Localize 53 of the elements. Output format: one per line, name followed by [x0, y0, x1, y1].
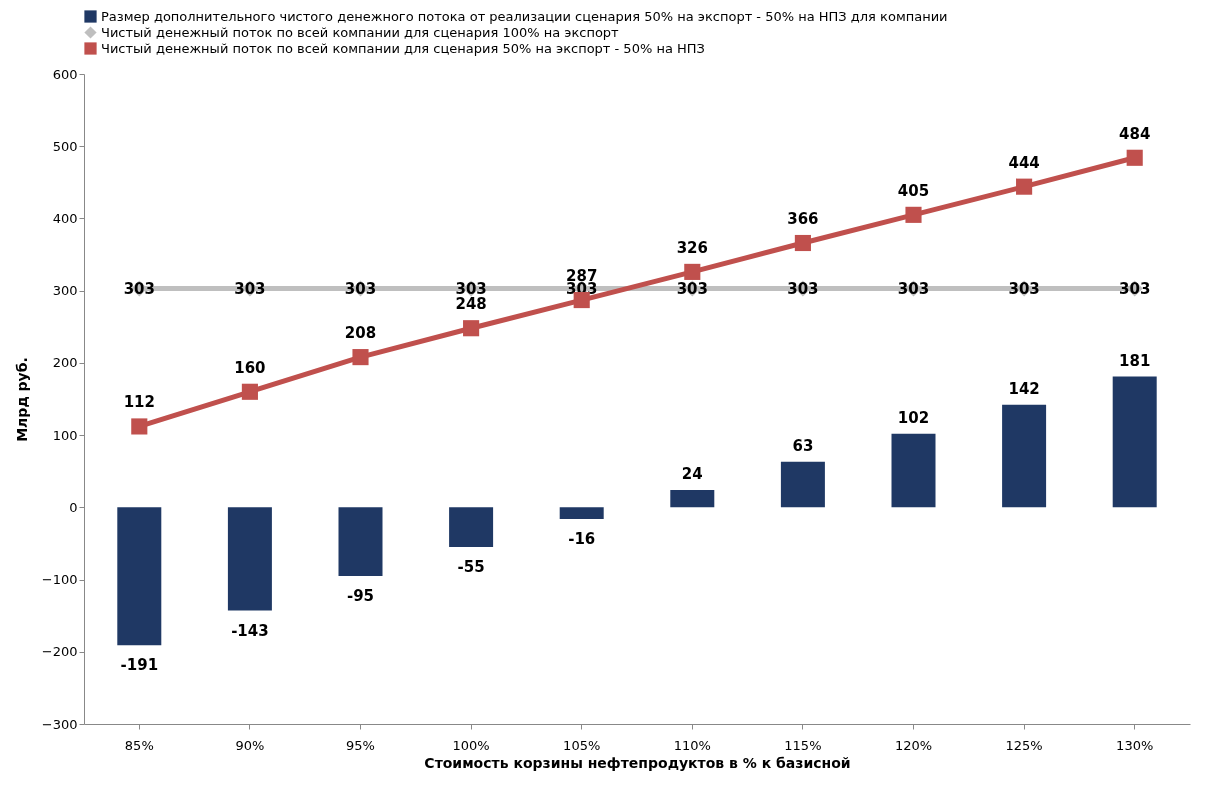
data-label: 303	[234, 279, 266, 298]
data-label: 326	[676, 238, 708, 257]
x-tick-label: 90%	[235, 737, 265, 753]
data-label: 484	[1119, 124, 1151, 143]
data-label: -191	[120, 656, 159, 675]
data-label: 303	[787, 279, 819, 298]
x-axis-title: Стоимость корзины нефтепродуктов в % к базисной	[424, 754, 851, 771]
y-tick-label: 200	[52, 355, 78, 371]
data-label: 303	[123, 279, 155, 298]
y-tick-label: −100	[41, 572, 78, 588]
x-tick-label: 85%	[124, 737, 154, 753]
x-tick-label: 105%	[563, 737, 601, 753]
x-tick-label: 125%	[1005, 737, 1043, 753]
data-label: -143	[231, 621, 269, 640]
data-label: -55	[457, 558, 485, 577]
data-label: 160	[234, 358, 266, 377]
y-tick-label: 0	[69, 499, 78, 515]
legend-label: Чистый денежный поток по всей компании для сценария 100% на экспорт	[101, 24, 620, 40]
data-label: 112	[123, 393, 155, 412]
data-label: 366	[787, 210, 819, 228]
data-label: 303	[344, 279, 377, 298]
y-tick-label: −300	[41, 716, 78, 732]
x-tick-label: 110%	[673, 737, 711, 753]
data-label: 303	[455, 279, 487, 298]
x-tick-label: 130%	[1116, 737, 1154, 753]
data-label: 24	[681, 465, 703, 483]
data-label: 142	[1008, 379, 1040, 398]
x-tick-label: 95%	[346, 737, 375, 753]
x-tick-label: 100%	[452, 737, 490, 753]
y-tick-label: 600	[52, 66, 78, 82]
x-tick-label: 120%	[894, 737, 933, 753]
data-label: 303	[1008, 279, 1040, 298]
x-tick-label: 115%	[784, 737, 822, 753]
data-label: 303	[1119, 279, 1151, 298]
data-label: 63	[792, 436, 814, 455]
y-tick-label: −200	[41, 644, 78, 660]
data-label: 102	[897, 408, 930, 427]
y-tick-label: 100	[52, 427, 78, 443]
data-label: 303	[676, 279, 708, 298]
y-tick-label: 500	[52, 138, 78, 154]
data-label: 248	[455, 295, 487, 314]
data-label: 303	[897, 279, 930, 298]
legend-label: Размер дополнительного чистого денежного потока от реализации сценария 50% на экспорт - 50% на НПЗ для компании	[101, 8, 948, 24]
data-label: 208	[344, 324, 377, 343]
y-tick-label: 300	[52, 283, 78, 299]
data-label: -95	[346, 586, 375, 605]
y-tick-label: 400	[52, 210, 78, 226]
data-label: 444	[1008, 153, 1040, 172]
data-label: 405	[897, 181, 930, 200]
data-label: -16	[568, 529, 596, 548]
legend-label: Чистый денежный поток по всей компании для сценария 50% на экспорт - 50% на НПЗ	[101, 40, 705, 56]
y-axis-title: Млрд руб.	[13, 357, 30, 442]
data-label: 181	[1119, 351, 1151, 370]
